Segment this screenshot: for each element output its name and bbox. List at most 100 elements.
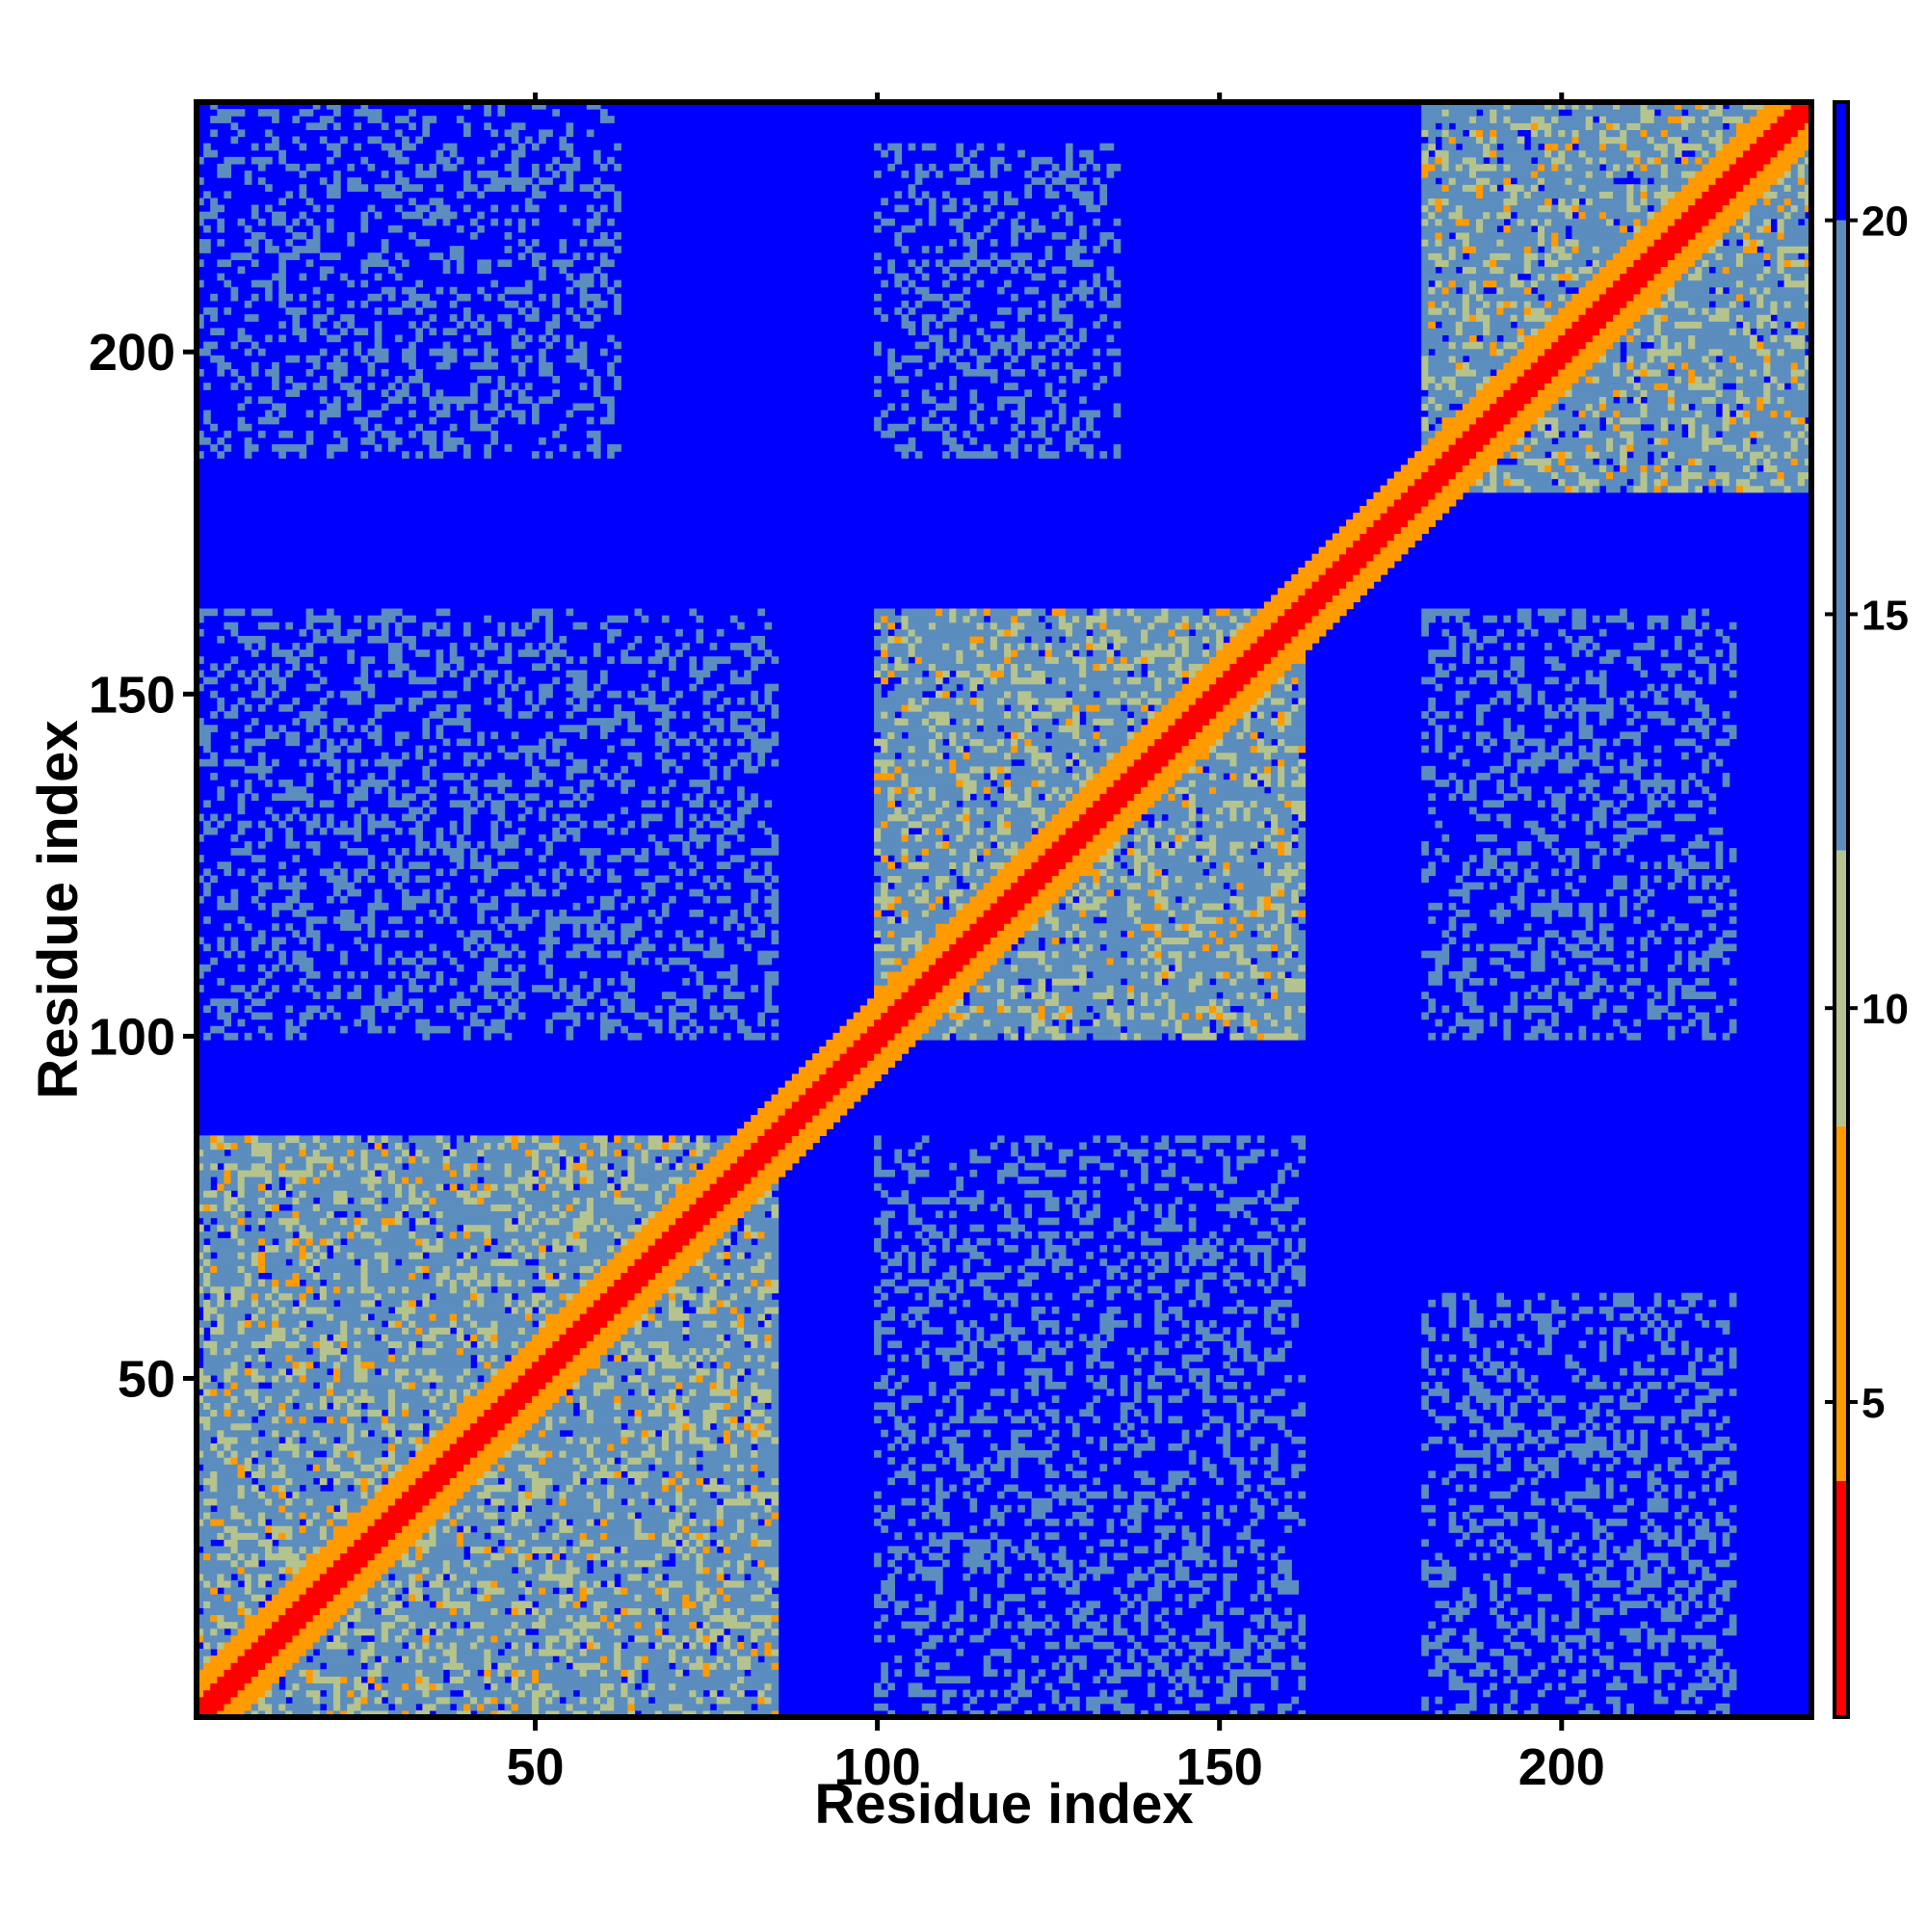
heatmap-cell-run	[490, 1709, 499, 1718]
heatmap-cell-run	[422, 1265, 431, 1273]
heatmap-cell-run	[614, 1340, 621, 1349]
heatmap-cell-run	[791, 1135, 820, 1144]
heatmap-cell-run	[1086, 1703, 1101, 1711]
heatmap-cell-run	[497, 1511, 513, 1520]
heatmap-cell-run	[723, 1272, 731, 1281]
heatmap-cell-run	[1510, 1519, 1518, 1526]
heatmap-cell-run	[771, 1395, 779, 1403]
heatmap-cell-run	[1093, 1204, 1101, 1212]
heatmap-cell-run	[422, 1669, 444, 1677]
heatmap-cell-run	[641, 1224, 670, 1232]
heatmap-cell-run	[224, 1429, 259, 1438]
heatmap-cell-run	[1688, 1450, 1703, 1458]
heatmap-cell-run	[1620, 1395, 1627, 1403]
heatmap-cell-run	[1468, 1552, 1477, 1561]
heatmap-cell-run	[387, 1634, 396, 1643]
heatmap-cell-run	[1175, 1573, 1190, 1581]
heatmap-cell-run	[319, 1354, 328, 1363]
heatmap-cell-run	[709, 1299, 718, 1308]
heatmap-cell-run	[442, 1594, 451, 1601]
heatmap-cell-run	[422, 1237, 431, 1246]
heatmap-cell-run	[237, 1621, 246, 1629]
heatmap-cell-run	[409, 1601, 431, 1608]
heatmap-cell-run	[1537, 1689, 1545, 1698]
heatmap-cell-run	[340, 1614, 348, 1623]
heatmap-cell-run	[723, 1539, 752, 1548]
heatmap-cell-run	[517, 1579, 526, 1588]
heatmap-cell-run	[1236, 1334, 1245, 1342]
heatmap-cell-run	[559, 1306, 588, 1314]
heatmap-cell-run	[1106, 1231, 1115, 1239]
heatmap-cell-run	[709, 1285, 718, 1294]
heatmap-cell-run	[1058, 1252, 1067, 1259]
heatmap-cell-run	[593, 1539, 663, 1548]
heatmap-cell-run	[1099, 1327, 1115, 1335]
heatmap-cell-run	[203, 1546, 232, 1554]
heatmap-cell-run	[1626, 1634, 1642, 1643]
heatmap-cell-run	[539, 1573, 574, 1581]
heatmap-cell-run	[1653, 1539, 1662, 1548]
heatmap-cell-run	[517, 1327, 526, 1335]
heatmap-cell-run	[1667, 1566, 1676, 1575]
heatmap-cell-run	[360, 1197, 376, 1204]
heatmap-cell-run	[1653, 1662, 1676, 1670]
heatmap-cell-run	[210, 1142, 218, 1151]
heatmap-cell-run	[1058, 1655, 1067, 1663]
heatmap-cell-run	[669, 1519, 683, 1526]
heatmap-cell-run	[217, 1436, 239, 1444]
heatmap-cell-run	[524, 1313, 533, 1321]
heatmap-cell-run	[436, 1395, 451, 1403]
heatmap-cell-run	[1133, 1279, 1142, 1287]
heatmap-cell-run	[422, 1703, 437, 1711]
heatmap-cell-run	[278, 1464, 286, 1471]
heatmap-cell-run	[497, 1367, 526, 1376]
heatmap-cell-run	[442, 1648, 458, 1656]
heatmap-cell-run	[634, 1183, 649, 1191]
heatmap-cell-run	[1223, 1594, 1230, 1601]
heatmap-cell-run	[1695, 1601, 1703, 1608]
heatmap-cell-run	[197, 1594, 225, 1601]
heatmap-cell-run	[949, 1442, 964, 1451]
heatmap-cell-run	[709, 1382, 718, 1389]
heatmap-cell-run	[203, 1662, 232, 1670]
heatmap-cell-run	[1058, 1484, 1067, 1493]
heatmap-cell-run	[579, 1285, 608, 1294]
heatmap-cell-run	[764, 1320, 773, 1328]
heatmap-cell-run	[415, 1477, 451, 1486]
heatmap-cell-run	[360, 1464, 376, 1471]
heatmap-cell-run	[237, 1197, 259, 1204]
heatmap-cell-run	[272, 1155, 286, 1164]
heatmap-cell-run	[887, 1682, 895, 1691]
heatmap-cell-run	[1468, 1696, 1477, 1705]
heatmap-cell-run	[579, 1587, 588, 1595]
heatmap-cell-run	[682, 1579, 698, 1588]
heatmap-cell-run	[197, 1334, 204, 1342]
heatmap-cell-run	[757, 1532, 779, 1540]
heatmap-cell-run	[524, 1340, 553, 1349]
heatmap-cell-run	[319, 1546, 348, 1554]
heatmap-cell-run	[1065, 1464, 1073, 1471]
heatmap-cell-run	[771, 1361, 779, 1369]
heatmap-cell-run	[449, 1442, 485, 1451]
heatmap-cell-run	[1079, 1142, 1087, 1151]
heatmap-cell-run	[1530, 1389, 1539, 1396]
heatmap-cell-run	[497, 1237, 513, 1246]
heatmap-cell-run	[709, 1607, 725, 1616]
heatmap-cell-run	[531, 1217, 540, 1226]
heatmap-cell-run	[627, 1457, 643, 1465]
heatmap-cell-run	[914, 1142, 923, 1151]
heatmap-cell-run	[387, 1477, 416, 1486]
heatmap-cell-run	[579, 1210, 594, 1219]
heatmap-cell-run	[607, 1579, 615, 1588]
heatmap-cell-run	[908, 1149, 916, 1157]
heatmap-cell-run	[996, 1176, 1005, 1184]
heatmap-cell-run	[669, 1155, 676, 1164]
heatmap-cell-run	[299, 1224, 307, 1232]
heatmap-cell-run	[675, 1648, 711, 1656]
heatmap-cell-run	[696, 1539, 704, 1548]
heatmap-cell-run	[696, 1655, 704, 1663]
heatmap-cell-run	[654, 1367, 698, 1376]
heatmap-cell-run	[456, 1285, 471, 1294]
heatmap-cell-run	[456, 1470, 485, 1479]
heatmap-cell-run	[689, 1641, 698, 1650]
